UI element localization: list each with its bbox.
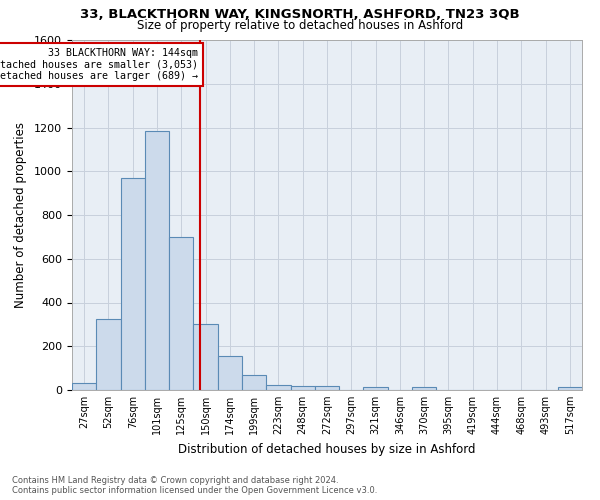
Bar [364, 387, 388, 390]
Text: 33, BLACKTHORN WAY, KINGSNORTH, ASHFORD, TN23 3QB: 33, BLACKTHORN WAY, KINGSNORTH, ASHFORD,… [80, 8, 520, 20]
Bar [121, 178, 145, 390]
Bar [145, 131, 169, 390]
Bar [412, 388, 436, 390]
Bar [242, 374, 266, 390]
Text: 33 BLACKTHORN WAY: 144sqm
← 81% of detached houses are smaller (3,053)
18% of se: 33 BLACKTHORN WAY: 144sqm ← 81% of detac… [0, 48, 198, 81]
Y-axis label: Number of detached properties: Number of detached properties [14, 122, 27, 308]
Bar [558, 387, 582, 390]
Bar [193, 324, 218, 390]
Bar [72, 384, 96, 390]
X-axis label: Distribution of detached houses by size in Ashford: Distribution of detached houses by size … [178, 442, 476, 456]
Text: Contains HM Land Registry data © Crown copyright and database right 2024.
Contai: Contains HM Land Registry data © Crown c… [12, 476, 377, 495]
Bar [266, 384, 290, 390]
Bar [169, 237, 193, 390]
Text: Size of property relative to detached houses in Ashford: Size of property relative to detached ho… [137, 19, 463, 32]
Bar [218, 356, 242, 390]
Bar [315, 386, 339, 390]
Bar [96, 319, 121, 390]
Bar [290, 386, 315, 390]
